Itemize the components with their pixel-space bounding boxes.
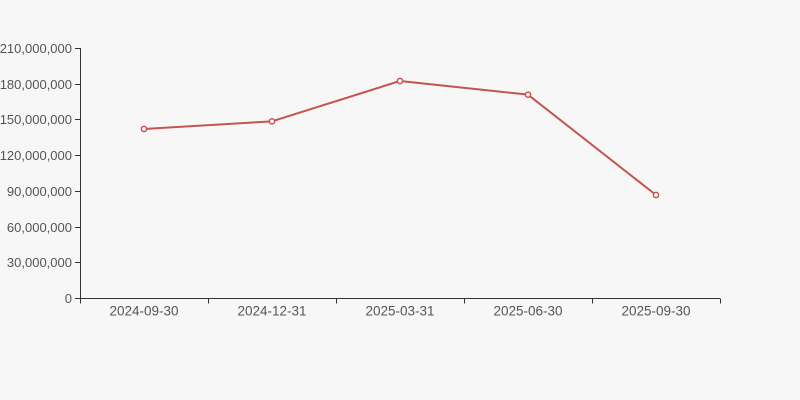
y-axis-label: 210,000,000 bbox=[0, 41, 72, 56]
x-axis-label: 2025-06-30 bbox=[493, 304, 562, 319]
y-axis-label: 30,000,000 bbox=[7, 255, 72, 270]
data-point-marker bbox=[268, 117, 276, 125]
data-point-marker bbox=[652, 191, 660, 199]
y-axis-label: 180,000,000 bbox=[0, 77, 72, 92]
y-axis-label: 0 bbox=[65, 291, 72, 306]
y-axis-label: 120,000,000 bbox=[0, 148, 72, 163]
data-point-marker bbox=[140, 125, 148, 133]
x-axis-label: 2024-12-31 bbox=[237, 304, 306, 319]
x-axis-label: 2024-09-30 bbox=[109, 304, 178, 319]
y-axis-label: 60,000,000 bbox=[7, 220, 72, 235]
x-axis-label: 2025-09-30 bbox=[621, 304, 690, 319]
y-axis-label: 150,000,000 bbox=[0, 112, 72, 127]
y-axis-label: 90,000,000 bbox=[7, 184, 72, 199]
data-point-marker bbox=[524, 91, 532, 99]
x-axis-label: 2025-03-31 bbox=[365, 304, 434, 319]
data-point-marker bbox=[396, 77, 404, 85]
